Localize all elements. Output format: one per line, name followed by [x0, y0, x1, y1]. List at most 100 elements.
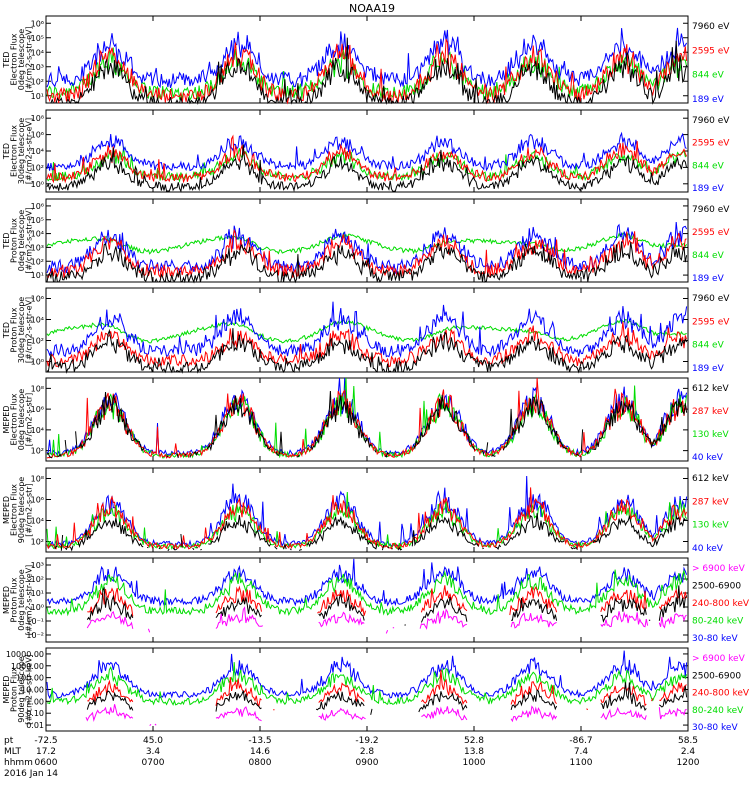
y-axis-label: TED: [2, 143, 11, 160]
series-black: [47, 37, 688, 105]
y-axis-label: [#/cm2-s-str-keV]: [25, 565, 34, 636]
series-green: [46, 662, 688, 706]
footer-tick-pt: -19.2: [355, 736, 378, 746]
series-green: [46, 377, 688, 459]
legend-entry: 287 keV: [692, 407, 729, 417]
footer-tick-mlt: 3.4: [146, 747, 161, 757]
series-black: [46, 241, 688, 284]
legend-entry: 287 keV: [692, 497, 729, 507]
footer-tick-mlt: 2.4: [681, 747, 696, 757]
y-tick-label: 10⁴: [31, 147, 44, 156]
legend-entry: 844 eV: [692, 251, 725, 261]
y-tick-label: 10⁴: [31, 48, 44, 57]
y-axis-label: 0deg telescope: [17, 29, 26, 90]
y-tick-label: 10²: [31, 337, 44, 346]
y-tick-label: 10⁶: [31, 405, 44, 414]
footer-tick-hhmm: 1100: [570, 758, 593, 768]
y-tick-label: 10.00: [21, 686, 44, 695]
footer-row-label: pt: [4, 736, 14, 746]
footer-tick-mlt: 14.6: [250, 747, 270, 757]
y-axis-label: TED: [2, 51, 11, 68]
y-axis-label: [#/cm2-s-str-eV]: [25, 207, 34, 273]
y-tick-label: 10²: [31, 163, 44, 172]
y-tick-label: 10000.00: [6, 650, 44, 659]
footer-tick-pt: 45.0: [143, 736, 163, 746]
legend-entry: 30-80 keV: [692, 723, 738, 733]
y-axis-label: [#/cm2-s-str-eV]: [25, 118, 34, 184]
footer-tick-mlt: 7.4: [574, 747, 589, 757]
legend-entry: 189 eV: [692, 184, 725, 194]
y-tick-label: 10²: [31, 257, 44, 266]
series-red: [46, 487, 688, 551]
footer-tick-pt: -72.5: [34, 736, 57, 746]
y-tick-label: 10⁶: [31, 19, 44, 28]
legend-entry: 80-240 keV: [692, 706, 744, 716]
y-axis-label: 30deg telescope: [17, 297, 26, 364]
legend-entry: 189 eV: [692, 364, 725, 374]
legend-entry: 240-800 keV: [692, 689, 750, 699]
series-magenta: [85, 704, 687, 726]
footer-tick-pt: -13.5: [248, 736, 271, 746]
series-blue: [46, 475, 688, 548]
y-tick-label: 10⁶: [31, 131, 44, 140]
series-black: [46, 144, 688, 193]
y-axis-label: 0deg telescope: [17, 569, 26, 630]
y-tick-label: 10⁸: [31, 384, 44, 393]
series-magenta: [86, 606, 687, 634]
y-axis-label: 0deg telescope: [17, 389, 26, 450]
y-tick-label: 10⁴: [31, 426, 44, 435]
y-axis-label: Proton Flux: [10, 577, 19, 622]
y-axis-label: [#/cm2-s-str-eV]: [25, 26, 34, 92]
y-axis-label: 90deg telescope: [17, 656, 26, 723]
y-axis-label: MEPED: [2, 676, 11, 704]
footer-row-label: 2016 Jan 14: [4, 769, 58, 779]
y-tick-label: 0.01: [26, 721, 44, 730]
y-tick-label: 10²: [31, 538, 44, 547]
y-axis-label: TED: [2, 232, 11, 249]
legend-entry: 7960 eV: [692, 205, 730, 215]
footer-tick-pt: 52.8: [464, 736, 484, 746]
y-axis-label: [#/cm2-s-str]: [25, 483, 34, 536]
y-tick-label: 10⁴: [31, 316, 44, 325]
series-red: [46, 228, 687, 279]
series-blue: [46, 301, 688, 358]
y-tick-label: 10²: [31, 575, 44, 584]
legend-entry: 7960 eV: [692, 116, 730, 126]
y-tick-label: 10⁰: [31, 603, 44, 612]
y-axis-label: MEPED: [2, 586, 11, 614]
y-axis-label: MEPED: [2, 496, 11, 524]
series-green: [46, 47, 688, 101]
legend-entry: 40 keV: [692, 544, 724, 554]
y-axis-label: Electron Flux: [10, 484, 19, 536]
panel-frame: [45, 647, 689, 732]
footer-tick-hhmm: 0600: [35, 758, 58, 768]
series-red: [46, 377, 688, 459]
y-tick-label: 10⁴: [31, 230, 44, 239]
y-tick-label: 10⁵: [31, 34, 44, 43]
footer-tick-hhmm: 0800: [249, 758, 272, 768]
y-axis-label: Proton Flux: [10, 667, 19, 712]
legend-entry: 2500-6900: [692, 582, 741, 592]
footer-tick-pt: -86.7: [569, 736, 592, 746]
legend-entry: 2595 eV: [692, 139, 730, 149]
y-tick-label: 10⁻¹: [26, 617, 44, 626]
y-tick-label: 100.00: [16, 674, 44, 683]
y-tick-label: 10⁰: [31, 358, 44, 367]
series-black: [86, 682, 688, 715]
y-tick-label: 10³: [31, 63, 44, 72]
y-axis-label: MEPED: [2, 406, 11, 434]
series-green: [46, 231, 688, 255]
legend-entry: 130 keV: [692, 521, 729, 531]
legend-entry: 7960 eV: [692, 22, 730, 32]
legend-entry: 2595 eV: [692, 46, 730, 56]
legend-entry: 189 eV: [692, 95, 725, 105]
series-green: [46, 569, 688, 617]
y-axis-label: 30deg telescope: [17, 118, 26, 185]
y-tick-label: 10¹: [31, 92, 44, 101]
